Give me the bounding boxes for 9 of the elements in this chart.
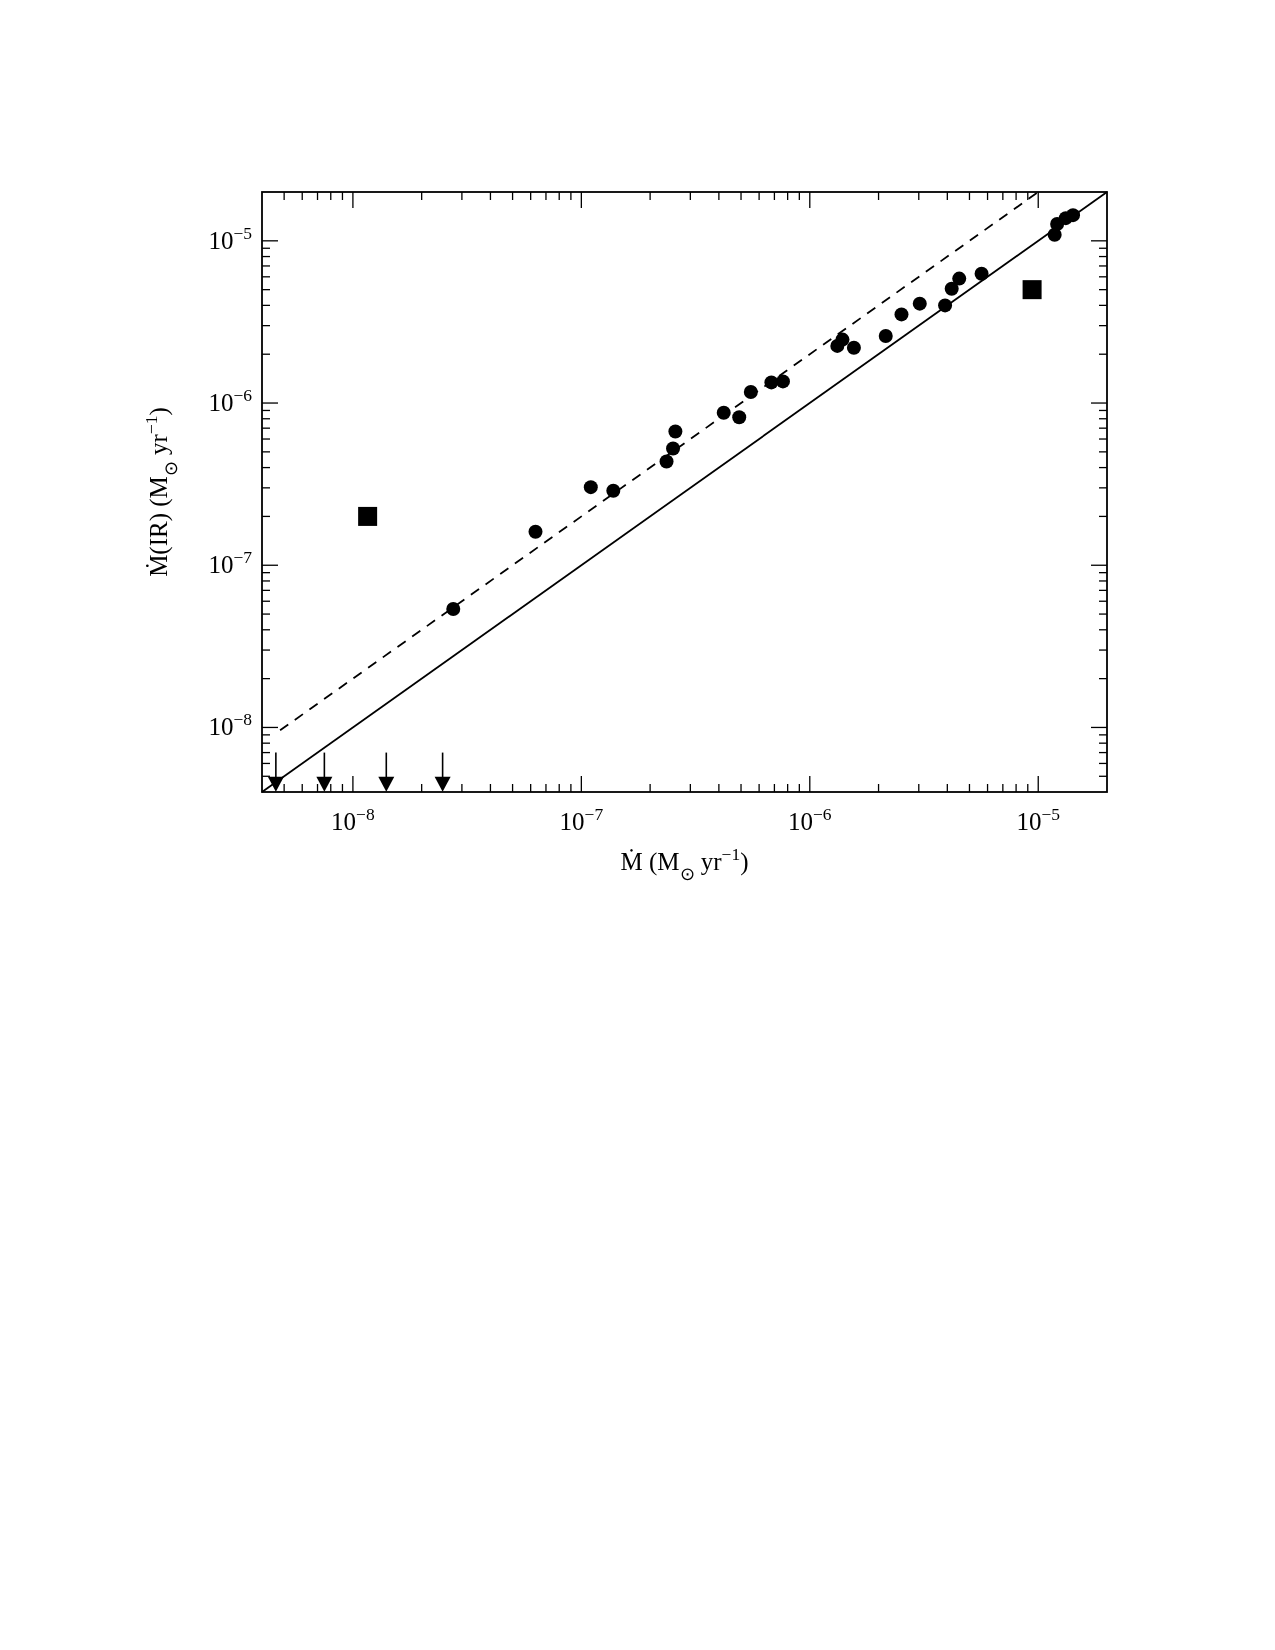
x-tick-label: 10$^{−5}$ xyxy=(1016,804,1061,835)
x-tick-label: 10$^{−6}$ xyxy=(787,804,832,835)
y-tick-label: 10$^{−5}$ xyxy=(208,222,253,254)
x-tick-label: 10$^{−8}$ xyxy=(331,804,375,835)
y-tick-label: 10$^{−6}$ xyxy=(208,385,253,417)
x-axis-title: Ṁ (M$_{⊙}$ yr$^{−1}$) xyxy=(620,844,749,884)
x-tick-label: 10$^{−7}$ xyxy=(559,804,604,835)
y-tick-label: 10$^{−8}$ xyxy=(208,709,253,741)
y-tick-label: 10$^{−7}$ xyxy=(208,547,253,579)
